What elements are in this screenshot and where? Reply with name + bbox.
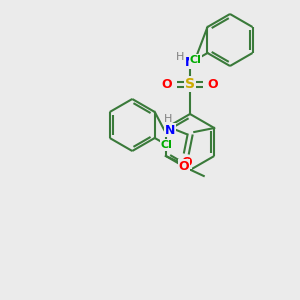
Text: O: O — [162, 77, 172, 91]
Text: S: S — [185, 77, 195, 91]
Text: Cl: Cl — [161, 140, 173, 150]
Text: Cl: Cl — [189, 55, 201, 65]
Text: H: H — [176, 52, 184, 62]
Text: O: O — [181, 155, 192, 169]
Text: O: O — [178, 160, 189, 172]
Text: O: O — [208, 77, 218, 91]
Text: N: N — [165, 124, 175, 136]
Text: N: N — [185, 56, 195, 68]
Text: H: H — [164, 114, 172, 124]
